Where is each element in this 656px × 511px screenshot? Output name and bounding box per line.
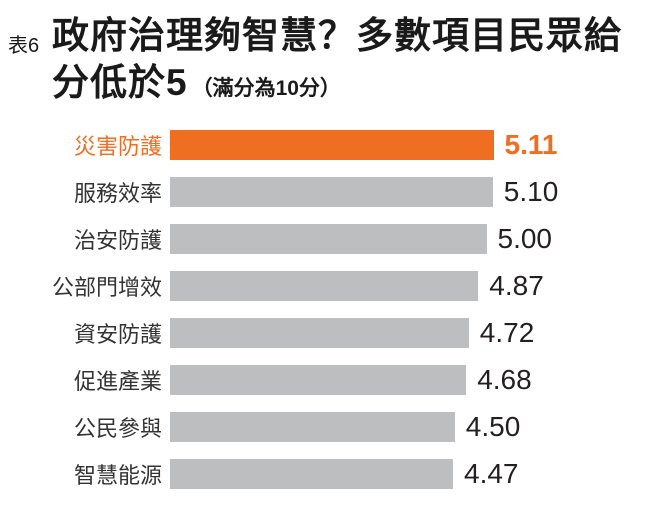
- category-label: 資安防護: [73, 322, 162, 347]
- bar: [170, 318, 469, 348]
- chart-title-line2: 分低於5: [52, 62, 188, 103]
- value-label: 4.87: [489, 270, 544, 301]
- chart-header: 表6 政府治理夠智慧？多數項目民眾給 分低於5 （滿分為10分）: [0, 12, 656, 112]
- bar: [170, 224, 487, 254]
- bar: [170, 459, 453, 489]
- bar-row: 服務效率 5.10: [0, 176, 656, 207]
- bar-row: 公部門增效 4.87: [0, 270, 656, 301]
- value-label: 4.50: [465, 411, 521, 442]
- bar-row: 治安防護 5.00: [0, 223, 656, 254]
- category-label: 治安防護: [73, 228, 162, 253]
- value-label: 4.68: [477, 364, 532, 395]
- category-label: 智慧能源: [73, 463, 162, 488]
- bar-row: 資安防護 4.72: [0, 317, 656, 348]
- value-label: 5.11: [504, 129, 558, 160]
- category-label: 服務效率: [73, 181, 162, 206]
- chart-subtitle: （滿分為10分）: [191, 77, 341, 100]
- bar: [170, 177, 493, 207]
- bar-row: 智慧能源 4.47: [0, 458, 656, 489]
- chart-title: 政府治理夠智慧？多數項目民眾給 分低於5 （滿分為10分）: [52, 12, 622, 112]
- category-label: 公部門增效: [51, 275, 162, 300]
- value-label: 4.47: [464, 458, 519, 489]
- chart-title-line1: 政府治理夠智慧？多數項目民眾給: [52, 15, 622, 56]
- bar-row: 促進產業 4.68: [0, 364, 656, 395]
- category-label: 公民參與: [73, 416, 162, 441]
- value-label: 5.10: [503, 176, 559, 207]
- bar-row: 災害防護 5.11: [0, 129, 656, 160]
- bar: [170, 271, 479, 301]
- bar: [170, 130, 494, 160]
- table-number-label: 表6: [8, 35, 40, 57]
- bar: [170, 412, 455, 442]
- bar: [170, 365, 467, 395]
- value-label: 5.00: [497, 223, 553, 254]
- category-label: 災害防護: [73, 134, 162, 159]
- category-label: 促進產業: [73, 369, 162, 394]
- value-label: 4.72: [479, 317, 535, 348]
- bar-chart: 災害防護 5.11 服務效率 5.10 治安防護 5.00 公部門增效 4.87 資安防護 4.7…: [0, 129, 656, 489]
- bar-row: 公民參與 4.50: [0, 411, 656, 442]
